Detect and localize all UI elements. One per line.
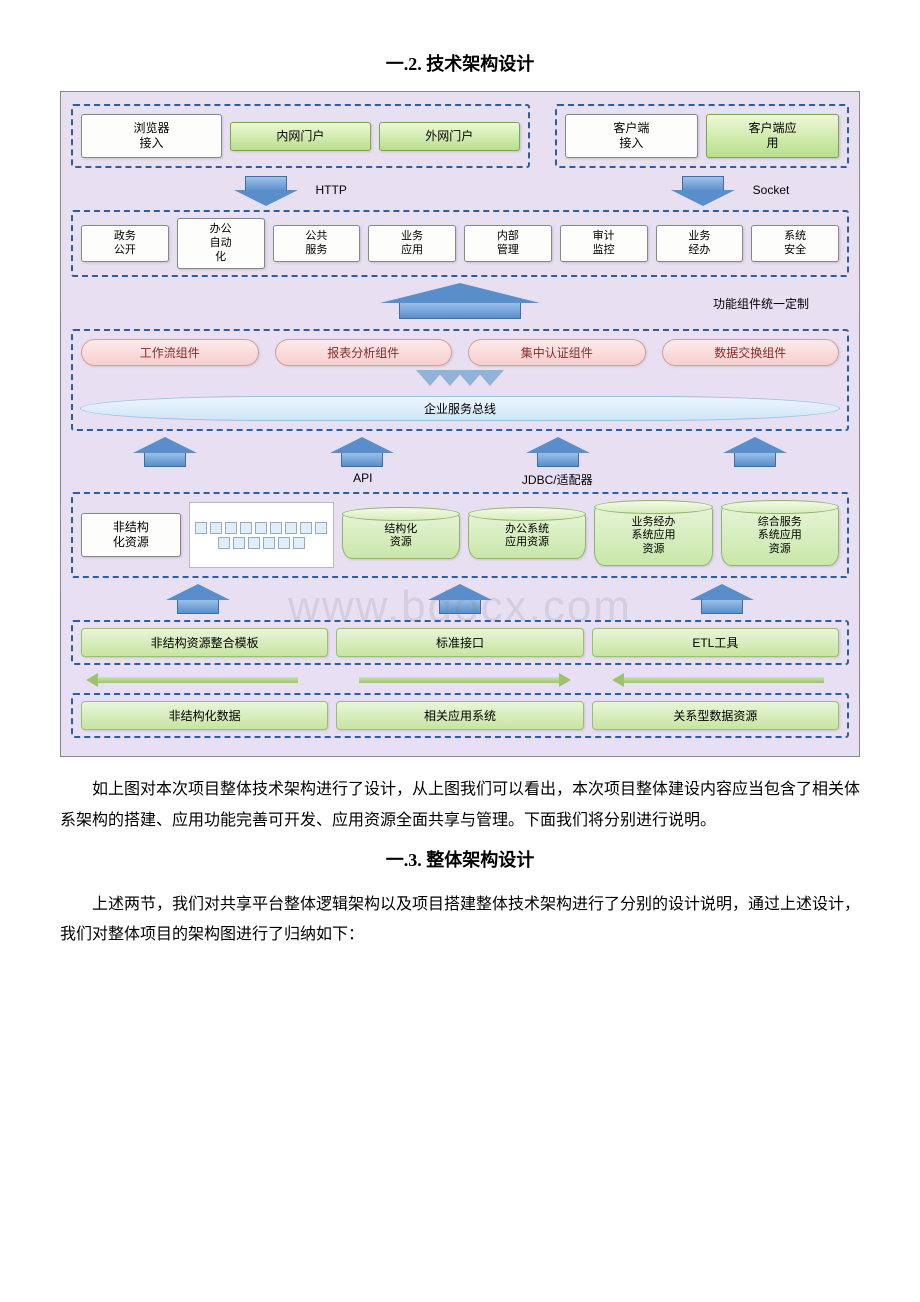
node-client-access: 客户端 接入 [565, 114, 698, 158]
source-arrow-row [71, 673, 849, 687]
connector-arrow-row [71, 439, 849, 467]
arrow-down-icon [653, 176, 753, 204]
arrow-up-icon [661, 439, 850, 467]
arrow-up-icon [595, 586, 849, 614]
section-heading-2: 一.2. 技术架构设计 [60, 50, 860, 76]
label-api: API [266, 471, 461, 488]
cyl-biz: 业务经办 系统应用 资源 [594, 505, 712, 566]
arrow-right-icon [334, 673, 587, 687]
arrow-up-icon [333, 586, 587, 614]
enterprise-service-bus: 企业服务总线 [80, 396, 840, 421]
source-layer: 非结构化数据 相关应用系统 关系型数据资源 [71, 693, 849, 738]
arrow-left-icon [71, 673, 324, 687]
tool-layer: 非结构资源整合模板 标准接口 ETL工具 [71, 620, 849, 665]
bar-relational: 关系型数据资源 [592, 701, 839, 730]
bar-etl: ETL工具 [592, 628, 839, 657]
bar-unstruct-data: 非结构化数据 [81, 701, 328, 730]
cyl-structured: 结构化 资源 [342, 512, 460, 560]
function-layer: 政务 公开 办公 自动 化 公共 服务 业务 应用 内部 管理 审计 监控 业务… [71, 210, 849, 277]
label-unify: 功能组件统一定制 [713, 295, 809, 312]
component-bus-layer: 工作流组件 报表分析组件 集中认证组件 数据交换组件 企业服务总线 [71, 329, 849, 431]
arrow-left-icon [596, 673, 849, 687]
resource-layer: 非结构 化资源 结构化 资源 办公系统 应用资源 业务经办 系统应用 资源 综合… [71, 492, 849, 578]
node-audit: 审计 监控 [560, 225, 648, 263]
bar-related-sys: 相关应用系统 [336, 701, 583, 730]
label-http: HTTP [316, 183, 388, 197]
connector-labels: API JDBC/适配器 [71, 471, 849, 488]
access-layer: 浏览器 接入 内网门户 外网门户 客户端 接入 客户端应 用 [71, 104, 849, 176]
architecture-diagram: 浏览器 接入 内网门户 外网门户 客户端 接入 客户端应 用 HTTP Sock… [60, 91, 860, 757]
bar-unstruct-template: 非结构资源整合模板 [81, 628, 328, 657]
node-client-app: 客户端应 用 [706, 114, 839, 158]
pill-workflow: 工作流组件 [81, 339, 259, 366]
label-socket: Socket [753, 183, 849, 197]
arrow-up-icon [71, 586, 325, 614]
pill-report: 报表分析组件 [275, 339, 453, 366]
pill-exchange: 数据交换组件 [662, 339, 840, 366]
protocol-row: HTTP Socket [71, 176, 849, 204]
label-jdbc: JDBC/适配器 [460, 471, 655, 488]
arrow-up-wide-icon [304, 285, 615, 319]
arrow-down-icon [216, 176, 316, 204]
node-unstructured-res: 非结构 化资源 [81, 513, 181, 557]
node-public-svc: 公共 服务 [273, 225, 361, 263]
arrow-up-icon [71, 439, 260, 467]
node-biz-app: 业务 应用 [368, 225, 456, 263]
node-security: 系统 安全 [751, 225, 839, 263]
cyl-service: 综合服务 系统应用 资源 [721, 505, 839, 566]
unify-arrow-row: 功能组件统一定制 [71, 285, 849, 325]
thumbnail-icons [189, 502, 334, 568]
node-extranet-portal: 外网门户 [379, 122, 520, 151]
paragraph-1: 如上图对本次项目整体技术架构进行了设计，从上图我们可以看出，本次项目整体建设内容… [60, 775, 860, 836]
bar-std-interface: 标准接口 [336, 628, 583, 657]
node-oa: 办公 自动 化 [177, 218, 265, 269]
arrow-up-icon [268, 439, 457, 467]
paragraph-2: 上述两节，我们对共享平台整体逻辑架构以及项目搭建整体技术架构进行了分别的设计说明… [60, 890, 860, 951]
node-intranet-portal: 内网门户 [230, 122, 371, 151]
section-heading-3: 一.3. 整体架构设计 [60, 846, 860, 872]
node-biz-handle: 业务 经办 [656, 225, 744, 263]
pill-auth: 集中认证组件 [468, 339, 646, 366]
arrow-up-icon [464, 439, 653, 467]
cyl-office: 办公系统 应用资源 [468, 512, 586, 560]
node-gov-open: 政务 公开 [81, 225, 169, 263]
node-internal: 内部 管理 [464, 225, 552, 263]
node-browser-access: 浏览器 接入 [81, 114, 222, 158]
tool-arrow-row [71, 586, 849, 614]
